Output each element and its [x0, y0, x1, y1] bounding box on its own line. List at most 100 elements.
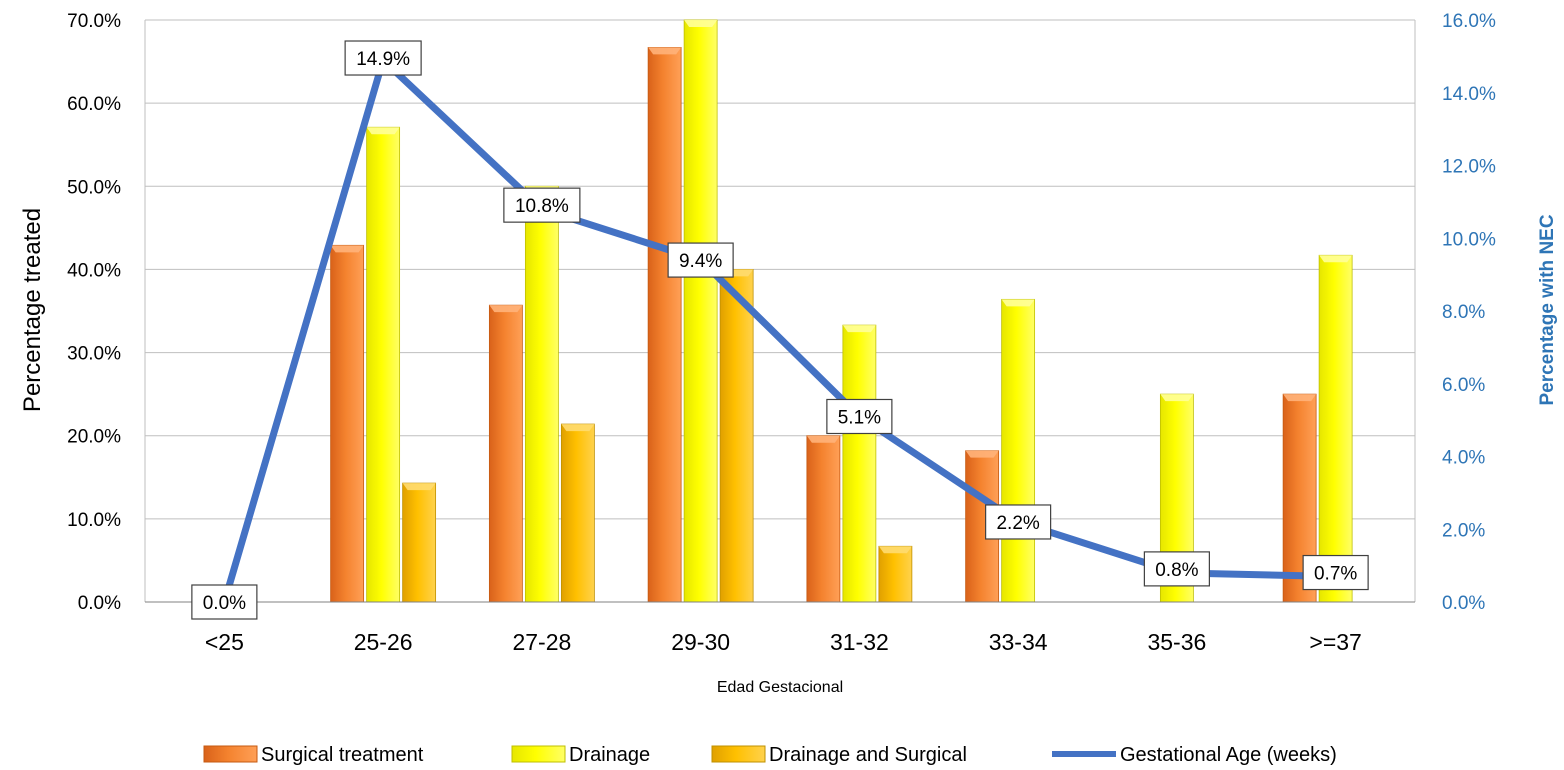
bar-surgical-treatment-gte37: [1282, 393, 1317, 603]
y-tick-label: 60.0%: [67, 94, 121, 115]
y2-tick-label: 10.0%: [1442, 229, 1496, 250]
data-label-25-26: 14.9%: [344, 40, 422, 76]
bar-series: [330, 19, 1353, 603]
legend-item-drainage: Drainage: [511, 744, 650, 766]
y-axis-title: Percentage treated: [19, 208, 46, 412]
data-label-box: [1302, 554, 1369, 591]
data-label-35-36: 0.8%: [1143, 551, 1210, 587]
data-label-box: [667, 242, 734, 278]
data-label-33-34: 2.2%: [985, 504, 1052, 540]
data-label-box: [985, 504, 1052, 540]
data-label-text: 0.0%: [203, 593, 246, 614]
x-axis-title: Edad Gestacional: [717, 679, 843, 696]
legend-item-drainage-and-surgical: Drainage and Surgical: [711, 744, 967, 766]
data-label-text: 9.4%: [679, 251, 722, 272]
x-tick-label-gte37: >=37: [1309, 629, 1361, 655]
bar-top-drainage-and-surgical-27-28: [561, 424, 595, 432]
x-tick-label-33-34: 33-34: [989, 629, 1048, 655]
bar-top-surgical-treatment-27-28: [489, 305, 523, 313]
data-label-box: [826, 398, 893, 435]
bar-top-surgical-treatment-25-26: [330, 245, 364, 253]
y-tick-label: 40.0%: [67, 260, 121, 281]
y2-axis-title: Percentage with NEC: [1537, 214, 1558, 405]
y2-tick-label: 0.0%: [1442, 593, 1485, 614]
x-tick-label-27-28: 27-28: [512, 629, 571, 655]
y-tick-label: 70.0%: [67, 11, 121, 32]
legend-item-surgical-treatment: Surgical treatment: [203, 744, 424, 766]
bar-top-surgical-treatment-33-34: [965, 450, 999, 458]
legend-item-gestational-age: Gestational Age (weeks): [1052, 744, 1337, 766]
bar-drainage-and-surgical-27-28: [560, 423, 595, 603]
bar-top-surgical-treatment-29-30: [648, 47, 682, 55]
bar-top-drainage-gte37: [1319, 255, 1353, 263]
bar-top-drainage-and-surgical-31-32: [878, 546, 912, 554]
bar-drainage-33-34: [1001, 298, 1036, 603]
data-label-text: 0.7%: [1314, 564, 1357, 585]
bar-surgical-treatment-29-30: [647, 47, 682, 603]
left-axis-ticks: 0.0% 10.0% 20.0% 30.0% 40.0% 50.0% 60.0% 70.0%: [67, 11, 121, 614]
right-axis-ticks: 0.0% 2.0% 4.0% 6.0% 8.0% 10.0% 12.0% 14.0% 16.0%: [1442, 11, 1496, 614]
bar-top-surgical-treatment-gte37: [1283, 394, 1317, 402]
legend-label-surgical-treatment: Surgical treatment: [261, 744, 424, 766]
data-label-lt25: 0.0%: [191, 584, 258, 620]
bar-drainage-and-surgical-31-32: [878, 545, 913, 603]
bar-drainage-25-26: [366, 126, 401, 603]
y2-tick-label: 4.0%: [1442, 448, 1485, 469]
y2-tick-label: 8.0%: [1442, 302, 1485, 323]
y-tick-label: 30.0%: [67, 344, 121, 365]
data-label-box: [344, 40, 422, 76]
x-tick-label-29-30: 29-30: [671, 629, 730, 655]
data-label-gte37: 0.7%: [1302, 554, 1369, 591]
x-tick-label-31-32: 31-32: [830, 629, 889, 655]
y-tick-label: 50.0%: [67, 177, 121, 198]
data-label-box: [191, 584, 258, 620]
bar-drainage-gte37: [1318, 254, 1353, 603]
data-label-box: [503, 187, 581, 223]
bar-top-drainage-29-30: [684, 20, 718, 27]
data-label-text: 10.8%: [515, 196, 569, 217]
y2-tick-label: 12.0%: [1442, 157, 1496, 178]
y2-tick-label: 14.0%: [1442, 84, 1496, 105]
x-tick-label-25-26: 25-26: [354, 629, 413, 655]
bar-drainage-and-surgical-25-26: [402, 482, 437, 603]
data-label-27-28: 10.8%: [503, 187, 581, 223]
legend-label-gestational-age: Gestational Age (weeks): [1120, 744, 1337, 766]
bar-top-drainage-33-34: [1001, 299, 1035, 307]
y2-tick-label: 2.0%: [1442, 520, 1485, 541]
bar-surgical-treatment-31-32: [806, 435, 841, 603]
legend-swatch-drainage: [511, 745, 566, 763]
bar-top-drainage-25-26: [366, 127, 400, 135]
bar-top-surgical-treatment-31-32: [806, 435, 840, 443]
y-tick-label: 10.0%: [67, 510, 121, 531]
bar-drainage-29-30: [683, 19, 718, 603]
bar-drainage-31-32: [842, 324, 877, 603]
y2-tick-label: 16.0%: [1442, 11, 1496, 32]
legend-label-drainage: Drainage: [569, 744, 650, 766]
bar-top-drainage-35-36: [1160, 394, 1194, 402]
bar-drainage-27-28: [524, 185, 559, 603]
bar-drainage-and-surgical-29-30: [719, 269, 754, 603]
bar-surgical-treatment-27-28: [488, 304, 523, 603]
data-label-text: 2.2%: [996, 513, 1039, 534]
x-axis-ticks: <25 25-26 27-28 29-30 31-32 33-34 35-36 >=37: [205, 629, 1362, 655]
data-label-31-32: 5.1%: [826, 398, 893, 435]
y2-tick-label: 6.0%: [1442, 375, 1485, 396]
data-label-text: 0.8%: [1155, 560, 1198, 581]
x-tick-label-lt25: <25: [205, 629, 244, 655]
data-label-text: 5.1%: [838, 407, 881, 428]
y-tick-label: 20.0%: [67, 427, 121, 448]
data-label-box: [1143, 551, 1210, 587]
legend: Surgical treatment Drainage Drainage and…: [203, 744, 1337, 766]
x-tick-label-35-36: 35-36: [1147, 629, 1206, 655]
legend-label-drainage-and-surgical: Drainage and Surgical: [769, 744, 967, 766]
y-tick-label: 0.0%: [78, 593, 121, 614]
bar-surgical-treatment-25-26: [330, 244, 365, 603]
bar-top-drainage-and-surgical-25-26: [402, 483, 436, 491]
data-label-29-30: 9.4%: [667, 242, 734, 278]
bar-top-drainage-31-32: [842, 325, 876, 333]
data-labels: 0.0% 14.9% 10.8% 9.4% 5.1% 2.2% 0.8% 0.7%: [191, 40, 1369, 620]
data-label-text: 14.9%: [356, 49, 410, 70]
legend-swatch-surgical-treatment: [203, 745, 258, 763]
legend-swatch-drainage-and-surgical: [711, 745, 766, 763]
